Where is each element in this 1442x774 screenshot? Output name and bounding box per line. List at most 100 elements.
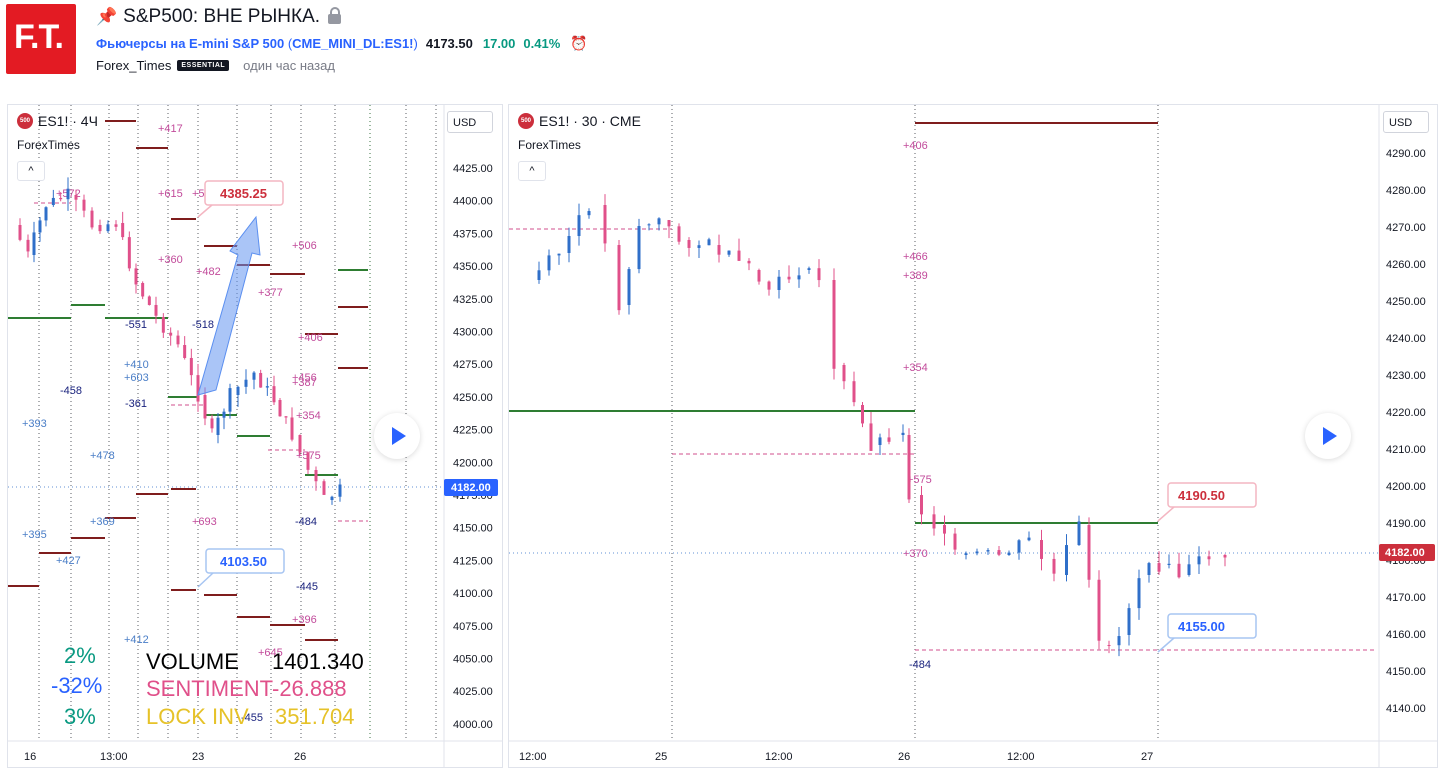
symbol-change: 17.00: [482, 36, 516, 51]
price-callout-pointer: [1157, 637, 1175, 653]
candle-body: [727, 250, 731, 255]
candle-body: [943, 525, 946, 534]
author-name-link[interactable]: Forex_Times: [96, 58, 172, 73]
idea-header: F.T. 📌 S&P500: ВНЕ РЫНКА. Фьючерсы на E-…: [0, 0, 1442, 100]
candle-body: [314, 470, 318, 482]
collapse-legend-button[interactable]: ^: [518, 161, 546, 181]
time-tick-label: 13:00: [100, 751, 128, 763]
candle-body: [986, 550, 990, 552]
price-tick-label: 4300.00: [453, 327, 493, 339]
level-value-label: -445: [296, 581, 318, 593]
price-tick-label: 4000.00: [453, 719, 493, 731]
candle-body: [617, 245, 621, 311]
price-callout-high-text: 4190.50: [1178, 488, 1225, 503]
symbol-name-link[interactable]: Фьючерсы на E-mini S&P 500: [96, 36, 285, 51]
price-tick-label: 4210.00: [1386, 444, 1426, 456]
candle-body: [154, 304, 158, 316]
last-price-label: 4182.00: [1385, 547, 1425, 559]
candle-body: [161, 317, 165, 333]
candle-body: [183, 345, 187, 358]
candle-body: [147, 296, 151, 305]
time-tick-label: 16: [24, 751, 36, 763]
candle-body: [975, 551, 979, 554]
price-tick-label: 4160.00: [1386, 629, 1426, 641]
play-replay-button[interactable]: [374, 413, 420, 459]
candle-body: [832, 280, 836, 369]
price-callout-low: [205, 548, 285, 574]
candle-body: [244, 379, 248, 387]
legend-symbol-4h[interactable]: 500 ES1! · 4Ч: [17, 113, 98, 129]
candle-body: [1107, 645, 1111, 646]
level-value-label: +389: [903, 270, 928, 282]
currency-selector[interactable]: USD: [1383, 111, 1429, 133]
alarm-clock-icon[interactable]: ⏰: [570, 35, 588, 51]
price-tick-label: 4400.00: [453, 196, 493, 208]
chart-panel-4h[interactable]: 4425.00 4400.00 4375.00 4350.00 4325.00 4300.…: [7, 104, 503, 768]
candle-body: [1167, 563, 1171, 565]
level-value-label: -518: [192, 319, 214, 331]
time-tick-label: 23: [192, 751, 204, 763]
level-value-label: +410: [124, 359, 149, 371]
level-value-label: +456: [292, 372, 317, 384]
candle-body: [114, 224, 118, 227]
currency-selector[interactable]: USD: [447, 111, 493, 133]
lock-inv-value: 351.704: [275, 704, 355, 729]
time-tick-label: 25: [655, 751, 667, 763]
candle-body: [106, 224, 110, 232]
candle-body: [787, 276, 791, 280]
price-tick-label: 4240.00: [1386, 333, 1426, 345]
price-tick-label: 4170.00: [1386, 592, 1426, 604]
play-replay-button[interactable]: [1305, 413, 1351, 459]
last-price-marker: [1379, 544, 1435, 561]
level-value-label: -484: [909, 659, 931, 671]
level-value-label: +406: [903, 140, 928, 152]
price-callout-pointer: [197, 572, 214, 588]
candle-body: [196, 375, 200, 402]
level-value-label: -551: [125, 319, 147, 331]
candle-body: [817, 268, 821, 281]
time-tick-label: 26: [294, 751, 306, 763]
candle-body: [547, 255, 551, 271]
candle-body: [259, 373, 263, 388]
level-value-label: +466: [903, 251, 928, 263]
author-logo[interactable]: F.T.: [6, 4, 76, 74]
time-tick-label: 26: [898, 751, 910, 763]
level-value-label: +396: [292, 614, 317, 626]
candle-body: [1177, 563, 1181, 578]
legend-symbol-30m[interactable]: 500 ES1! · 30 · CME: [518, 113, 641, 129]
time-tick-label: 12:00: [519, 751, 547, 763]
candle-body: [797, 275, 801, 280]
chart-canvas-30m[interactable]: 4290.00 4280.00 4270.00 4260.00 4250.00 4240.…: [509, 105, 1437, 767]
legend-symbol-label: ES1! · 30 · CME: [539, 113, 641, 129]
published-time: один час назад: [243, 58, 335, 73]
chart-panel-30m[interactable]: 4290.00 4280.00 4270.00 4260.00 4250.00 4240.…: [508, 104, 1438, 768]
price-callout-pointer: [197, 204, 213, 218]
level-value-label: +506: [292, 240, 317, 252]
candle-body: [38, 220, 42, 233]
sentiment-label: SENTIMENT: [146, 676, 274, 701]
price-tick-label: 4270.00: [1386, 222, 1426, 234]
level-value-label: +645: [258, 647, 283, 659]
indicator-name[interactable]: ForexTimes: [518, 138, 581, 152]
candle-body: [18, 225, 22, 240]
candle-body: [127, 237, 131, 269]
candle-body: [767, 281, 771, 290]
candle-body: [567, 236, 571, 253]
candle-body: [667, 220, 671, 227]
symbol-code-link[interactable]: CME_MINI_DL:ES1!: [292, 36, 414, 51]
collapse-legend-button[interactable]: ^: [17, 161, 45, 181]
candle-body: [74, 195, 78, 200]
candle-body: [176, 335, 180, 345]
indicator-name[interactable]: ForexTimes: [17, 138, 80, 152]
candle-body: [210, 418, 214, 429]
candle-body: [82, 199, 86, 211]
candle-body: [236, 386, 240, 395]
chart-canvas-4h[interactable]: 4425.00 4400.00 4375.00 4350.00 4325.00 4300.…: [8, 105, 502, 767]
symbol-change-pct: 0.41%: [523, 36, 561, 51]
candle-body: [121, 223, 125, 238]
candle-body: [587, 211, 591, 216]
level-value-label: +412: [124, 634, 149, 646]
price-tick-label: 4375.00: [453, 228, 493, 240]
candle-body: [1077, 521, 1081, 546]
candle-body: [59, 197, 63, 200]
